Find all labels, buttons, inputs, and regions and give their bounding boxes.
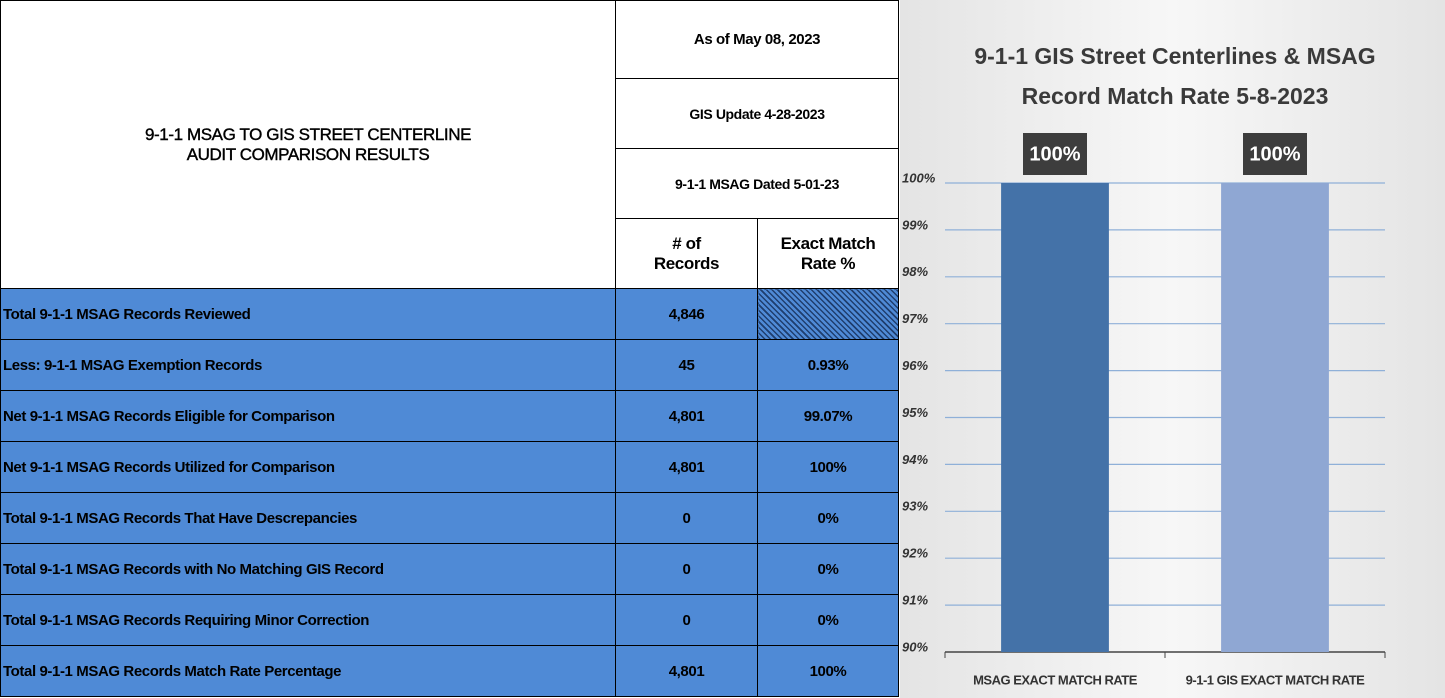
row-label: Net 9-1-1 MSAG Records Utilized for Comp… xyxy=(0,441,616,493)
row-value: 100% xyxy=(757,645,899,697)
row-label: Net 9-1-1 MSAG Records Eligible for Comp… xyxy=(0,390,616,442)
row-value: 45 xyxy=(615,339,758,391)
row-value: 4,801 xyxy=(615,390,758,442)
row-value: 4,801 xyxy=(615,645,758,697)
audit-table: 9-1-1 MSAG TO GIS STREET CENTERLINE AUDI… xyxy=(0,0,899,697)
y-tick-label: 97% xyxy=(902,311,928,326)
y-tick-label: 100% xyxy=(902,170,936,185)
table-row: Total 9-1-1 MSAG Records That Have Descr… xyxy=(0,492,899,544)
x-tick-label: MSAG EXACT MATCH RATE xyxy=(973,672,1138,687)
value-label: 100% xyxy=(1029,143,1080,165)
table-row: Total 9-1-1 MSAG Records Requiring Minor… xyxy=(0,594,899,646)
table-row: Less: 9-1-1 MSAG Exemption Records 45 0.93… xyxy=(0,339,899,391)
table-row: Total 9-1-1 MSAG Records Reviewed 4,846 xyxy=(0,288,899,340)
row-value: 0 xyxy=(615,543,758,595)
row-label: Less: 9-1-1 MSAG Exemption Records xyxy=(0,339,616,391)
value-label-box xyxy=(1023,133,1087,175)
bar xyxy=(1001,183,1109,652)
bar xyxy=(1221,183,1329,652)
y-tick-label: 92% xyxy=(902,546,928,561)
value-label-box xyxy=(1243,133,1307,175)
column-header: Exact Match Rate % xyxy=(757,218,899,289)
row-value: 0% xyxy=(757,543,899,595)
as-of: As of May 08, 2023 xyxy=(615,0,899,79)
row-value: 0.93% xyxy=(757,339,899,391)
row-value: 0% xyxy=(757,492,899,544)
table-row: Net 9-1-1 MSAG Records Eligible for Comp… xyxy=(0,390,899,442)
row-value: 4,801 xyxy=(615,441,758,493)
table-row: Total 9-1-1 MSAG Records Match Rate Perc… xyxy=(0,645,899,697)
y-tick-label: 96% xyxy=(902,358,928,373)
row-value: 0% xyxy=(757,594,899,646)
table-row: Total 9-1-1 MSAG Records with No Matchin… xyxy=(0,543,899,595)
row-label: Total 9-1-1 MSAG Records Match Rate Perc… xyxy=(0,645,616,697)
chart: 90% 91% 92% 93% 94% 95% 96% 97% 98% 99% 100% MSAG E… xyxy=(902,133,1386,687)
row-label: Total 9-1-1 MSAG Records Reviewed xyxy=(0,288,616,340)
row-value: 0 xyxy=(615,492,758,544)
chart-title: 9-1-1 GIS Street Centerlines & MSAG Reco… xyxy=(974,43,1376,109)
row-label: Total 9-1-1 MSAG Records Requiring Minor… xyxy=(0,594,616,646)
table-row: Net 9-1-1 MSAG Records Utilized for Comp… xyxy=(0,441,899,493)
row-value: 100% xyxy=(757,441,899,493)
y-tick-label: 90% xyxy=(902,639,928,654)
row-value: 99.07% xyxy=(757,390,899,442)
y-tick-label: 93% xyxy=(902,499,928,514)
chart-panel: 9-1-1 GIS Street Centerlines & MSAG Reco… xyxy=(900,0,1445,698)
row-value xyxy=(757,288,899,340)
y-tick-label: 99% xyxy=(902,217,928,232)
y-tick-label: 98% xyxy=(902,264,928,279)
msag-dated: 9-1-1 MSAG Dated 5-01-23 xyxy=(615,148,899,219)
row-value: 0 xyxy=(615,594,758,646)
x-tick-label: 9-1-1 GIS EXACT MATCH RATE xyxy=(1186,672,1365,687)
column-header: # of Records xyxy=(615,218,758,289)
gis-update: GIS Update 4-28-2023 xyxy=(615,78,899,149)
table-title: 9-1-1 MSAG TO GIS STREET CENTERLINE AUDI… xyxy=(0,0,616,289)
row-label: Total 9-1-1 MSAG Records with No Matchin… xyxy=(0,543,616,595)
row-value: 4,846 xyxy=(615,288,758,340)
y-tick-label: 91% xyxy=(902,593,928,608)
value-label: 100% xyxy=(1249,143,1300,165)
row-label: Total 9-1-1 MSAG Records That Have Descr… xyxy=(0,492,616,544)
y-tick-label: 94% xyxy=(902,452,928,467)
y-tick-label: 95% xyxy=(902,405,928,420)
